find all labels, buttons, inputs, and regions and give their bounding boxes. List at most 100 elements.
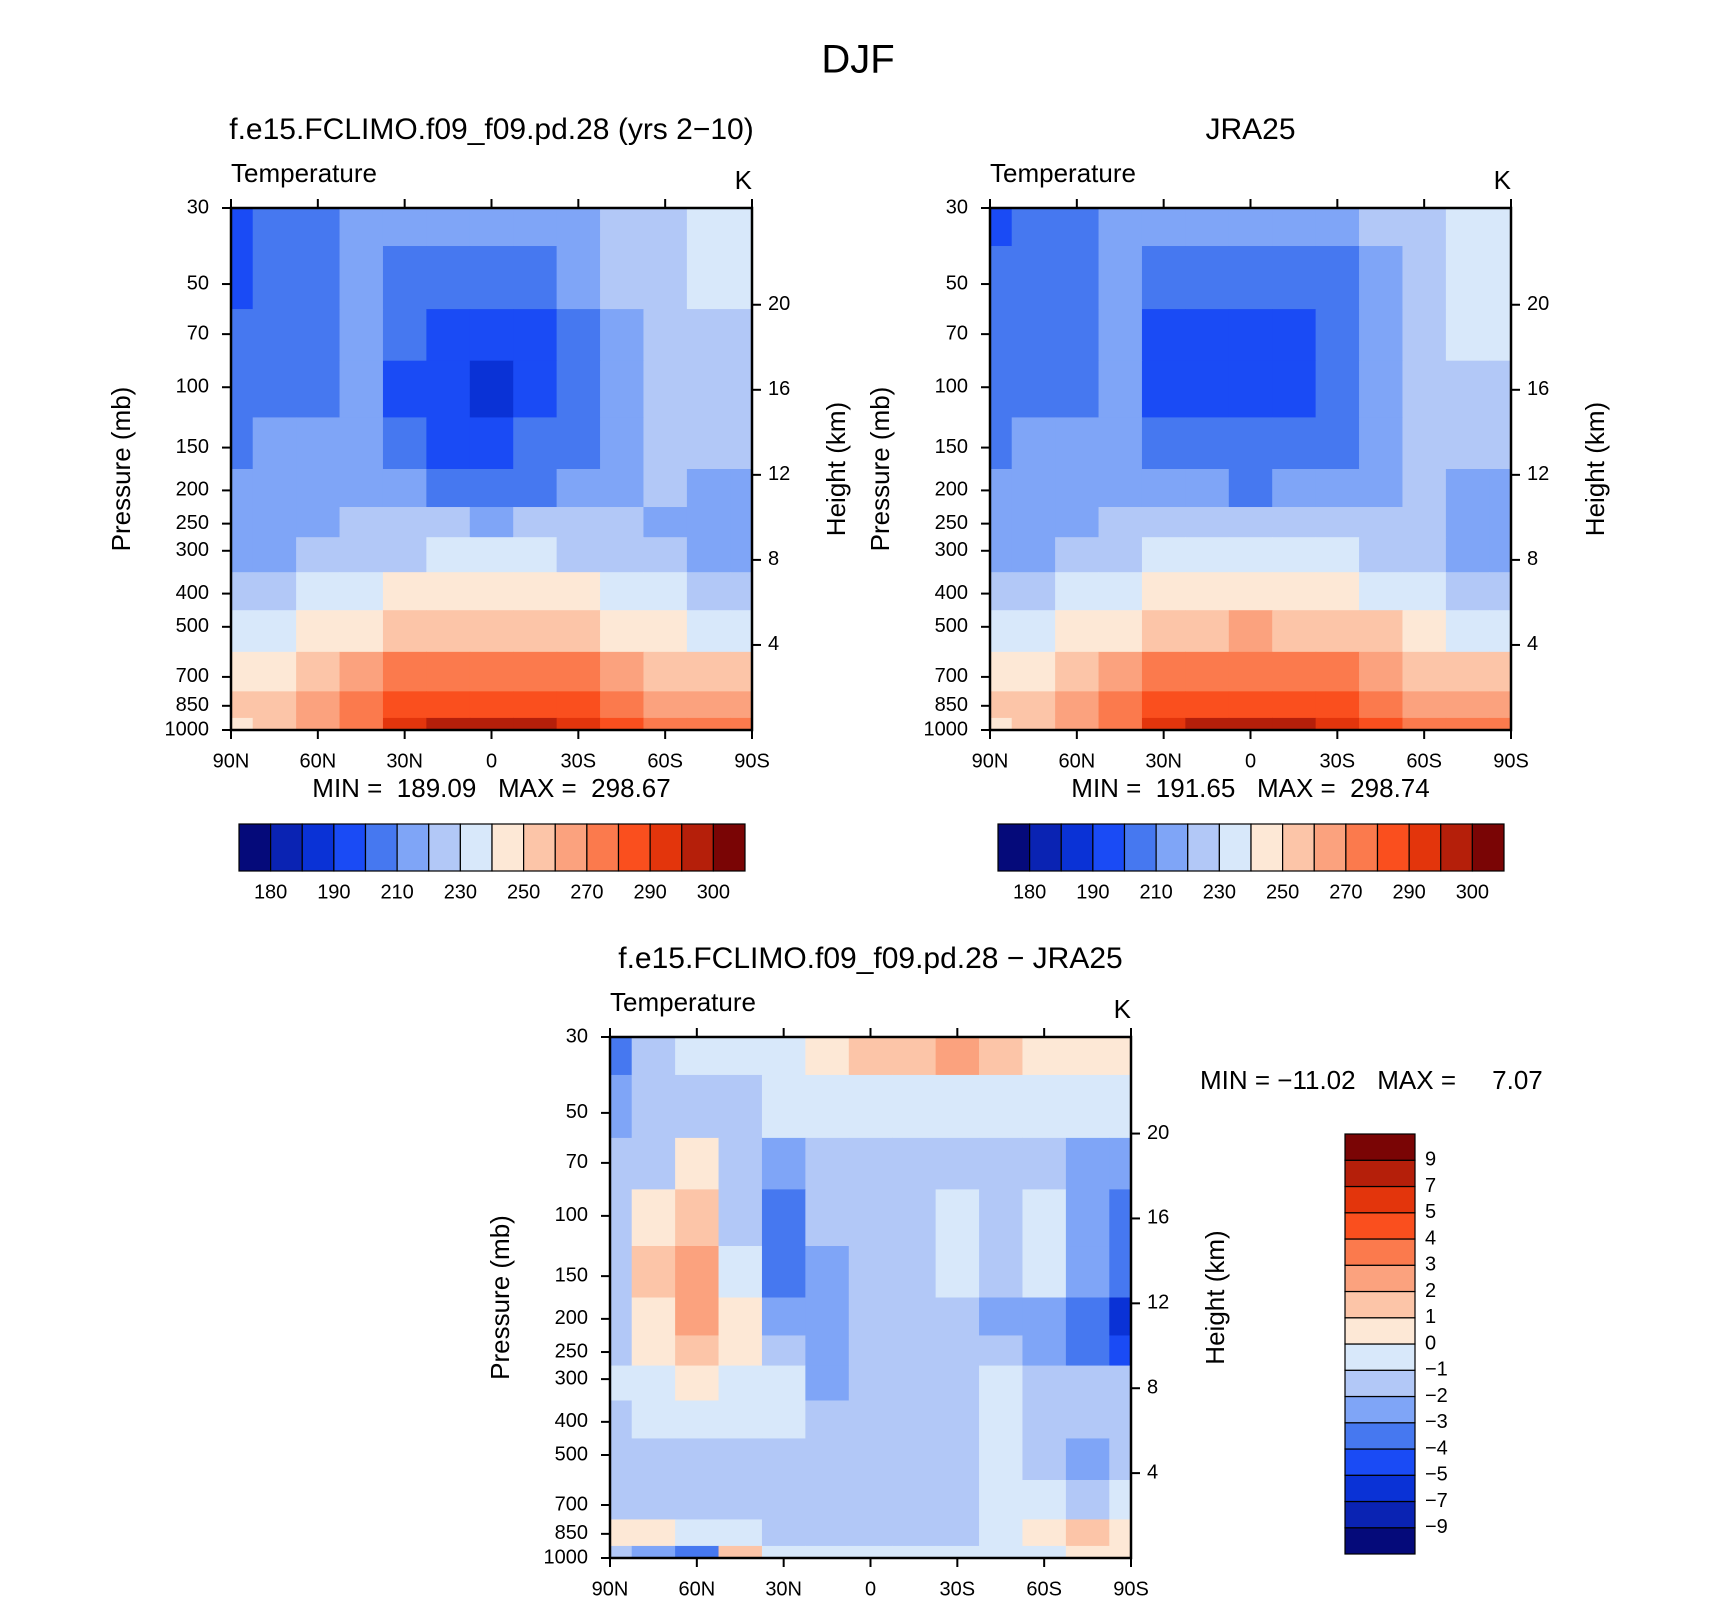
y2-tick-label: 20 — [1527, 293, 1549, 315]
y2-tick-label: 8 — [1527, 548, 1538, 570]
contour-cell — [805, 1189, 850, 1247]
contour-cell — [1315, 717, 1360, 731]
contour-cell — [1055, 360, 1100, 419]
contour-cell — [296, 507, 341, 538]
contour-cell — [761, 1189, 806, 1247]
contour-cell — [426, 537, 471, 573]
contour-cell — [1098, 360, 1143, 419]
contour-cell — [513, 246, 558, 310]
contour-cell — [382, 309, 427, 362]
y-tick-label: 150 — [935, 436, 968, 458]
contour-cell — [426, 651, 471, 692]
contour-cell — [513, 208, 558, 247]
colorbar-label: 4 — [1425, 1227, 1436, 1249]
contour-cell — [686, 469, 731, 508]
contour-cell — [1065, 1335, 1110, 1367]
contour-cell — [1359, 309, 1404, 362]
contour-cell — [1315, 360, 1360, 419]
contour-cell — [296, 691, 341, 719]
contour-cell — [1359, 507, 1404, 538]
colorbar-label: 7 — [1425, 1175, 1436, 1197]
colorbar-box — [1344, 1159, 1416, 1188]
colorbar-box — [554, 823, 588, 872]
contour-cell — [1011, 537, 1056, 573]
y2-tick-label: 16 — [1527, 378, 1549, 400]
figure-title: DJF — [821, 38, 894, 82]
y-tick-label: 50 — [566, 1101, 588, 1123]
contour-cell — [469, 691, 514, 719]
x-tick-label: 30N — [1145, 750, 1182, 772]
contour-cell — [675, 1074, 720, 1139]
contour-cell — [513, 309, 558, 362]
y-tick-label: 100 — [935, 376, 968, 398]
contour-cell — [718, 1400, 763, 1440]
colorbar-box — [1344, 1317, 1416, 1345]
left-label: Temperature — [990, 158, 1136, 188]
contour-cell — [643, 246, 688, 310]
contour-cell — [1228, 610, 1273, 653]
y-tick-label: 300 — [176, 539, 209, 561]
contour-cell — [935, 1037, 980, 1076]
contour-cell — [426, 360, 471, 419]
y-tick-label: 400 — [555, 1410, 588, 1432]
contour-cell — [1489, 651, 1512, 692]
y-tick-label: 100 — [176, 376, 209, 398]
colorbar-label: −1 — [1425, 1359, 1448, 1381]
y2-tick-label: 20 — [1147, 1122, 1169, 1144]
y-tick-label: 250 — [555, 1340, 588, 1362]
contour-cell — [1228, 691, 1273, 719]
contour-cell — [1055, 309, 1100, 362]
contour-cell — [1011, 309, 1056, 362]
contour-cell — [610, 1335, 633, 1367]
contour-cell — [600, 717, 645, 731]
contour-cell — [469, 360, 514, 419]
colorbar-box — [1440, 823, 1473, 872]
colorbar-label: 190 — [1076, 881, 1109, 903]
contour-cell — [231, 610, 254, 653]
colorbar-label: 5 — [1425, 1201, 1436, 1223]
contour-cell — [1228, 572, 1273, 611]
contour-cell — [761, 1400, 806, 1440]
colorbar-box — [1344, 1264, 1416, 1293]
contour-cell — [1445, 651, 1490, 692]
contour-cell — [1402, 691, 1447, 719]
contour-cell — [979, 1037, 1024, 1076]
contour-cell — [513, 572, 558, 611]
contour-cell — [935, 1519, 980, 1547]
x-tick-label: 60N — [299, 750, 336, 772]
contour-cell — [1272, 537, 1317, 573]
contour-cell — [296, 717, 341, 731]
contour-cell — [610, 1074, 633, 1139]
contour-cell — [730, 610, 753, 653]
contour-cell — [686, 246, 731, 310]
contour-cell — [339, 610, 384, 653]
colorbar-label: 180 — [1013, 881, 1046, 903]
colorbar-label: 300 — [1456, 881, 1489, 903]
contour-cell — [643, 572, 688, 611]
contour-cell — [1141, 309, 1186, 362]
contour-cell — [1098, 572, 1143, 611]
contour-cell — [730, 360, 753, 419]
y-tick-label: 70 — [187, 322, 209, 344]
contour-cell — [252, 691, 297, 719]
contour-cell — [1022, 1246, 1067, 1299]
contour-cell — [892, 1400, 937, 1440]
contour-cell — [382, 537, 427, 573]
contour-cell — [643, 691, 688, 719]
contour-cell — [892, 1074, 937, 1139]
contour-cell — [252, 507, 297, 538]
contour-cell — [686, 507, 731, 538]
contour-cell — [1359, 360, 1404, 419]
y-tick-label: 400 — [935, 582, 968, 604]
x-tick-label: 90N — [592, 1578, 629, 1600]
colorbar-box — [1344, 1448, 1416, 1476]
contour-cell — [1055, 717, 1100, 731]
colorbar-box — [1344, 1474, 1416, 1503]
contour-cell — [730, 691, 753, 719]
y-tick-label: 200 — [555, 1307, 588, 1329]
contour-cell — [1185, 469, 1230, 508]
contour-cell — [556, 246, 601, 310]
x-tick-label: 90S — [734, 750, 770, 772]
contour-cell — [600, 651, 645, 692]
contour-cell — [730, 246, 753, 310]
